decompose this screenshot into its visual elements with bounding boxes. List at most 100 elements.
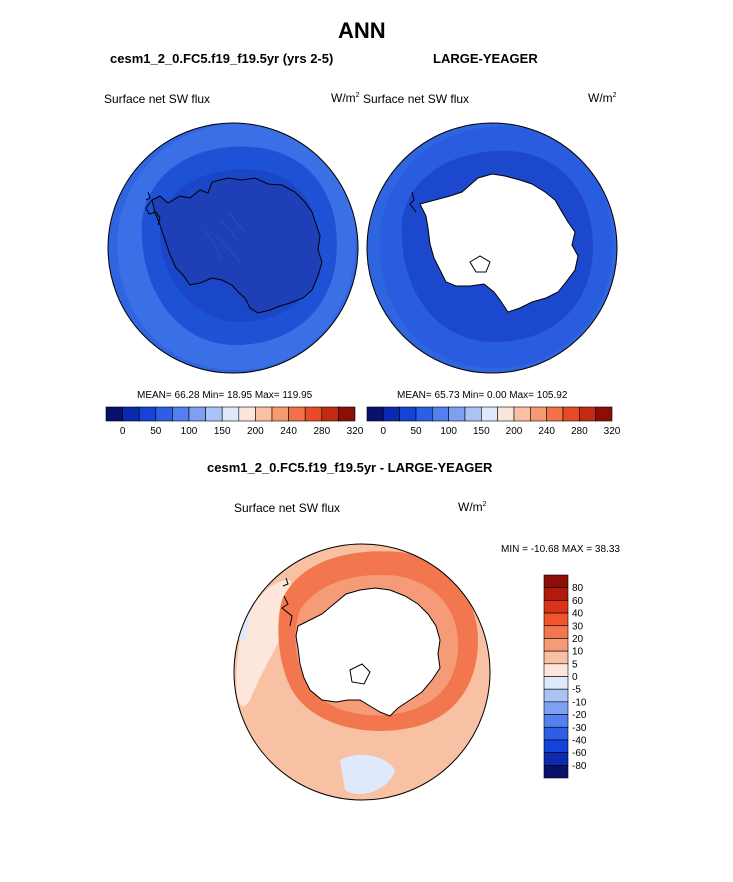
diff-colorbar-swatch: [543, 726, 569, 741]
right-units-base: W/m: [588, 91, 613, 105]
diff-colorbar-tick-label: -5: [572, 685, 581, 696]
diff-colorbar-swatch: [543, 587, 569, 601]
left-map-interior-texture: [204, 211, 246, 263]
diff-colorbar-swatch: [543, 574, 569, 588]
right-colorbar-swatch: [432, 406, 449, 422]
right-variable-label: Surface net SW flux: [363, 92, 470, 106]
left-map: [108, 123, 358, 373]
diff-map-border: [233, 543, 491, 801]
diff-map: [234, 544, 490, 800]
left-colorbar-swatch: [205, 406, 223, 422]
right-colorbar-swatch: [562, 406, 580, 422]
diff-colorbar-swatch: [543, 600, 569, 614]
diff-variable-label: Surface net SW flux: [234, 501, 341, 515]
diff-stats: MIN = -10.68 MAX = 38.33: [501, 544, 620, 555]
left-colorbar-swatch: [122, 406, 140, 422]
diff-colorbar-swatch: [543, 612, 569, 627]
right-colorbar-swatch: [481, 406, 498, 422]
figure-title: ANN: [338, 18, 386, 43]
left-colorbar-tick-label: 50: [150, 426, 162, 437]
left-colorbar-swatch: [304, 406, 323, 422]
right-map: [367, 123, 617, 373]
left-case-title: cesm1_2_0.FC5.f19_f19.5yr (yrs 2-5): [110, 51, 334, 66]
right-map-ice-shelf: [469, 255, 491, 273]
diff-colorbar-tick-label: -20: [572, 710, 587, 721]
diff-map-tierra-del-fuego: [282, 577, 289, 587]
right-map-antarctica: [419, 173, 579, 313]
diff-units-base: W/m: [458, 500, 483, 514]
diff-map-peninsula: [281, 595, 293, 627]
diff-title: cesm1_2_0.FC5.f19_f19.5yr - LARGE-YEAGER: [207, 460, 493, 475]
left-map-tierra-del-fuego: [145, 191, 151, 201]
right-colorbar-swatch: [579, 406, 596, 422]
left-map-border: [107, 122, 359, 374]
right-units-exp: 2: [612, 92, 617, 99]
left-colorbar-tick-label: 240: [280, 426, 297, 437]
diff-colorbar-tick-label: -80: [572, 761, 587, 772]
left-colorbar-tick-label: 320: [347, 426, 364, 437]
left-units-exp: 2: [355, 92, 360, 99]
right-colorbar-tick-label: 0: [381, 426, 387, 437]
left-colorbar-swatch: [338, 406, 356, 422]
diff-colorbar-tick-label: 60: [572, 596, 584, 607]
right-colorbar-swatch: [595, 406, 613, 422]
diff-colorbar-tick-label: 0: [572, 672, 578, 683]
left-colorbar-swatch: [172, 406, 190, 422]
diff-colorbar-tick-label: 5: [572, 659, 578, 670]
right-colorbar-tick-label: 100: [440, 426, 457, 437]
right-colorbar-swatch: [399, 406, 417, 422]
right-case-title: LARGE-YEAGER: [433, 51, 538, 66]
left-map-peninsula: [145, 199, 161, 226]
left-colorbar-tick-label: 150: [214, 426, 231, 437]
right-colorbar-swatch: [383, 406, 400, 422]
right-colorbar-swatch: [366, 406, 384, 422]
diff-colorbar-swatch: [543, 701, 569, 715]
right-map-peninsula: [409, 191, 417, 213]
left-colorbar-swatch: [238, 406, 256, 422]
diff-colorbar-tick-label: -40: [572, 735, 587, 746]
left-units-base: W/m: [331, 91, 356, 105]
left-stats: MEAN= 66.28 Min= 18.95 Max= 119.95: [137, 390, 313, 401]
diff-colorbar-tick-label: 20: [572, 634, 584, 645]
diff-colorbar-swatch: [543, 688, 569, 703]
left-colorbar-swatch: [255, 406, 273, 422]
diff-units-label: W/m2: [458, 500, 487, 514]
diff-colorbar-swatch: [543, 714, 569, 728]
diff-map-light-west: [236, 580, 292, 707]
right-colorbar-swatch: [497, 406, 515, 422]
left-colorbar-swatch: [321, 406, 339, 422]
diff-colorbar-swatch: [543, 638, 569, 652]
diff-colorbar-tick-label: 80: [572, 583, 584, 594]
left-colorbar-swatch: [155, 406, 173, 422]
diff-colorbar-tick-label: -60: [572, 748, 587, 759]
left-colorbar-swatch: [138, 406, 157, 422]
diff-colorbar-swatch: [543, 676, 569, 690]
left-map-antarctica: [151, 177, 323, 314]
right-colorbar: 0 50 100 150 200 240 280 320: [366, 406, 621, 437]
right-colorbar-swatch: [546, 406, 564, 422]
diff-map-ice-shelf: [349, 663, 371, 685]
diff-colorbar-tick-label: 10: [572, 647, 584, 658]
diff-map-blue-south: [340, 754, 395, 794]
left-colorbar-swatch: [188, 406, 206, 422]
right-stats: MEAN= 65.73 Min= 0.00 Max= 105.92: [397, 390, 568, 401]
left-units-label: W/m2: [331, 91, 360, 105]
right-colorbar-tick-label: 50: [410, 426, 422, 437]
left-colorbar-tick-label: 100: [181, 426, 198, 437]
diff-colorbar-swatch: [543, 752, 569, 766]
diff-colorbar-swatch: [543, 739, 569, 753]
right-colorbar-tick-label: 320: [604, 426, 621, 437]
right-colorbar-swatch: [530, 406, 547, 422]
right-colorbar-swatch: [464, 406, 482, 422]
left-colorbar-swatch: [105, 406, 123, 422]
diff-colorbar-swatch: [543, 650, 569, 665]
left-colorbar-swatch: [271, 406, 289, 422]
diff-colorbar-swatch: [543, 663, 569, 677]
diff-colorbar-tick-label: 40: [572, 609, 584, 620]
right-colorbar-tick-label: 240: [538, 426, 555, 437]
left-variable-label: Surface net SW flux: [104, 92, 211, 106]
right-colorbar-swatch: [513, 406, 531, 422]
left-colorbar: 0 50 100 150 200 240 280 320: [105, 406, 364, 437]
right-map-border: [366, 122, 618, 374]
